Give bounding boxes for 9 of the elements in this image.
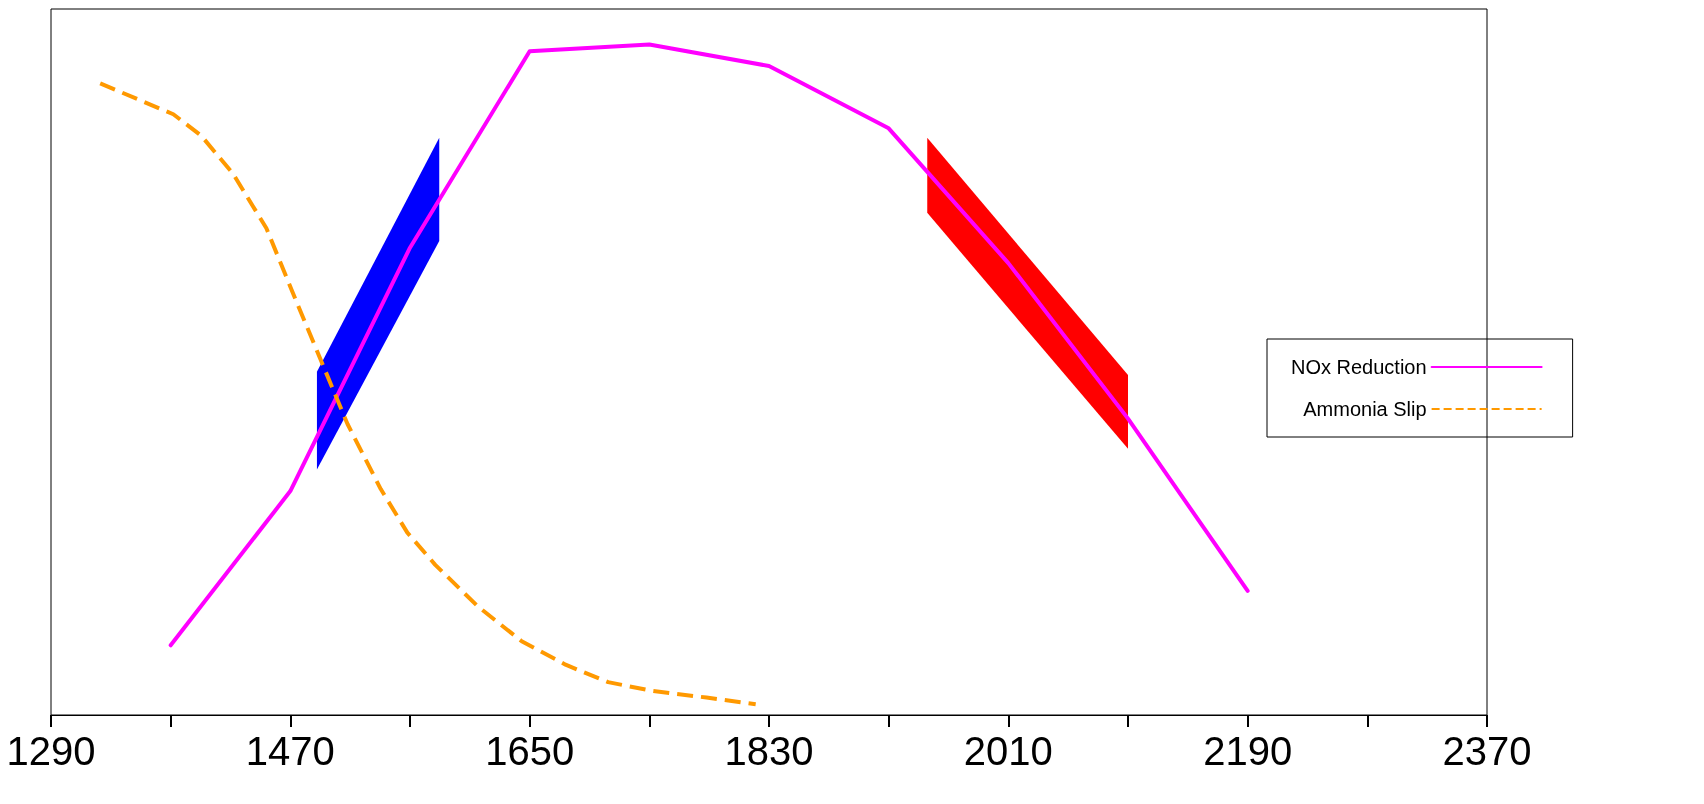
x-tick-label: 2010 bbox=[963, 729, 1053, 773]
x-tick-label: 1830 bbox=[724, 729, 814, 773]
x-tick-label: 1650 bbox=[485, 729, 575, 773]
x-tick-label: 2370 bbox=[1442, 729, 1532, 773]
text: NOx Reduction bbox=[1290, 356, 1427, 378]
x-tick-label: 2190 bbox=[1203, 729, 1293, 773]
x-tick-label: 1290 bbox=[6, 729, 96, 773]
x-tick-label: 1470 bbox=[245, 729, 335, 773]
text: Ammonia Slip bbox=[1303, 398, 1427, 420]
